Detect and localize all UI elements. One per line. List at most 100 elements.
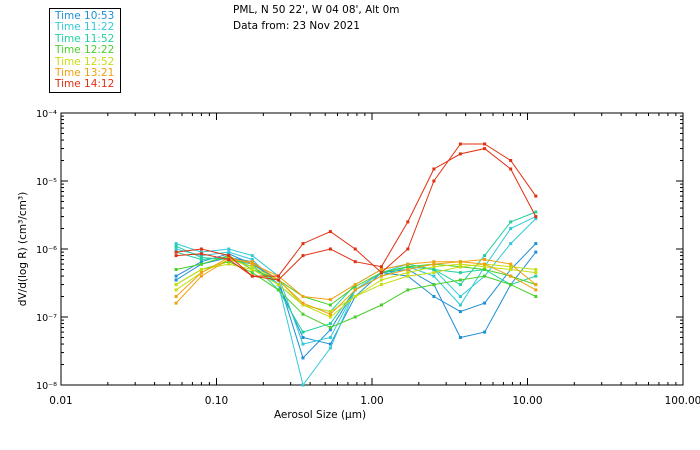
data-point: [379, 283, 383, 287]
data-point: [227, 258, 231, 261]
y-tick-label: 10⁻⁶: [36, 245, 57, 256]
data-point: [250, 265, 254, 269]
data-point: [432, 268, 436, 271]
data-point: [483, 147, 487, 151]
data-point: [534, 283, 538, 287]
data-point: [458, 152, 462, 156]
data-point: [406, 271, 410, 275]
data-point: [227, 254, 231, 258]
data-point: [458, 336, 462, 339]
data-point: [432, 274, 436, 278]
data-point: [406, 247, 410, 251]
data-point: [174, 247, 178, 251]
data-point: [174, 278, 178, 282]
x-tick-label: 100.00: [665, 395, 700, 407]
data-point: [509, 220, 513, 224]
data-point: [199, 258, 203, 261]
data-point: [483, 268, 487, 271]
date-subtitle: Data from: 23 Nov 2021: [233, 20, 360, 32]
data-point: [276, 274, 280, 278]
data-point: [250, 268, 254, 271]
data-point: [483, 301, 487, 305]
data-point: [379, 268, 383, 271]
data-point: [432, 262, 436, 266]
data-point: [174, 274, 178, 278]
x-axis-label: Aerosol Size (µm): [274, 409, 366, 421]
data-point: [328, 247, 332, 251]
legend-item: Time 10:53: [55, 10, 115, 22]
data-point: [174, 242, 178, 246]
data-point: [483, 330, 487, 334]
data-point: [328, 322, 332, 326]
data-point: [432, 167, 436, 171]
data-point: [250, 271, 254, 275]
data-point: [328, 342, 332, 346]
y-tick-label: 10⁻⁵: [36, 177, 57, 188]
data-point: [379, 271, 383, 275]
data-point: [227, 252, 231, 256]
data-point: [328, 326, 332, 329]
data-point: [509, 242, 513, 246]
data-point: [534, 271, 538, 275]
data-point: [509, 274, 513, 278]
data-point: [328, 328, 332, 332]
location-title: PML, N 50 22', W 04 08', Alt 0m: [233, 4, 400, 16]
data-point: [534, 268, 538, 271]
axis-ticks: [60, 112, 684, 386]
data-point: [406, 220, 410, 224]
data-point: [406, 288, 410, 292]
data-point: [534, 242, 538, 246]
series-line: [175, 211, 536, 333]
data-point: [174, 283, 178, 287]
data-point: [199, 252, 203, 256]
data-point: [353, 288, 357, 292]
data-point: [174, 254, 178, 258]
data-point: [458, 283, 462, 287]
data-point: [199, 274, 203, 278]
data-point: [227, 250, 231, 254]
legend-item: Time 11:22: [55, 21, 115, 34]
legend-item: Time 11:52: [55, 32, 115, 45]
data-point: [328, 298, 332, 302]
x-tick-label: 10.00: [512, 395, 542, 407]
data-point: [174, 288, 178, 292]
data-point: [432, 265, 436, 269]
data-point: [432, 260, 436, 264]
data-point: [379, 274, 383, 278]
data-point: [250, 260, 254, 264]
x-tick-label: 0.10: [205, 395, 228, 407]
data-point: [250, 254, 254, 258]
data-point: [483, 265, 487, 269]
data-point: [199, 262, 203, 266]
data-point: [199, 256, 203, 259]
data-point: [174, 244, 178, 248]
data-point: [250, 262, 254, 266]
data-point: [509, 159, 513, 162]
series-line: [175, 251, 537, 345]
data-point: [199, 260, 203, 264]
data-point: [174, 301, 178, 305]
data-point: [353, 315, 357, 319]
data-point: [301, 242, 305, 246]
data-point: [328, 336, 332, 339]
data-point: [458, 260, 462, 264]
data-point: [199, 268, 203, 271]
data-point: [534, 194, 538, 198]
data-point: [328, 310, 332, 314]
y-tick-label: 10⁻⁴: [36, 109, 57, 120]
data-point: [301, 254, 305, 258]
data-point: [379, 278, 383, 282]
x-tick-label: 0.01: [49, 395, 72, 407]
data-point: [301, 336, 305, 339]
data-point: [199, 247, 203, 251]
data-point: [353, 295, 357, 298]
data-point: [174, 250, 178, 254]
data-point: [432, 283, 436, 287]
data-point: [483, 274, 487, 278]
axis-labels: 0.01 0.10 1.00 10.00 100.00 10⁻⁸ 10⁻⁷ 10⁻⁶ 10⁻⁵ 1…: [36, 109, 700, 407]
data-point: [509, 167, 513, 171]
data-point: [483, 262, 487, 266]
data-point: [509, 262, 513, 266]
data-point: [328, 303, 332, 307]
data-point: [301, 330, 305, 334]
